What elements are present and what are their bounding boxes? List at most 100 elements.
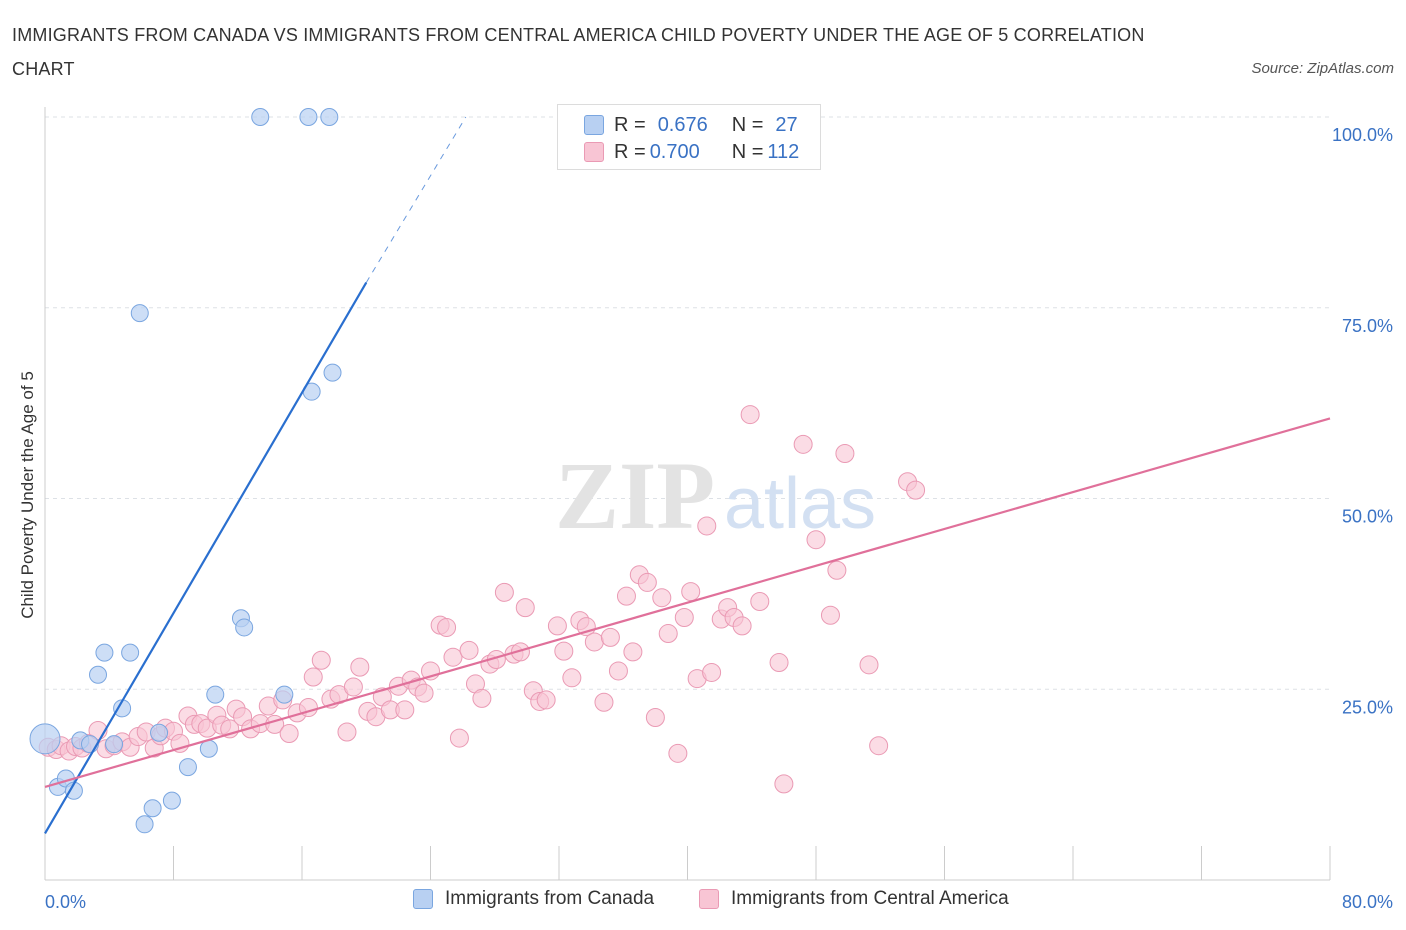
legend-item-central-america[interactable]: Immigrants from Central America: [699, 888, 1009, 910]
y-tick-label: 50.0%: [1342, 507, 1393, 527]
data-point-central-america: [637, 572, 657, 592]
trend-line-canada: [44, 282, 368, 835]
trend-lines: [44, 116, 1331, 835]
data-point-central-america: [674, 608, 694, 628]
data-point-canada: [143, 799, 162, 818]
tick-labels: 25.0% 50.0% 75.0% 100.0% 0.0% 80.0%: [45, 125, 1393, 912]
data-point-central-america: [510, 642, 530, 662]
x-tick-label: 0.0%: [45, 892, 86, 912]
data-point-central-america: [774, 774, 794, 794]
n-value: 112: [767, 140, 800, 163]
data-point-central-america: [494, 582, 514, 602]
data-point-central-america: [820, 605, 840, 625]
data-point-central-america: [697, 516, 717, 536]
r-value: 0.676: [657, 113, 708, 136]
data-point-central-america: [869, 736, 889, 756]
n-label: N =: [731, 140, 764, 163]
r-label: R =: [614, 140, 646, 163]
central-america-swatch: [584, 142, 604, 162]
data-point-central-america: [449, 728, 469, 748]
data-point-central-america: [443, 647, 463, 667]
data-point-canada: [323, 363, 342, 382]
legend-item-canada[interactable]: Immigrants from Canada: [413, 888, 654, 910]
data-point-central-america: [750, 592, 770, 612]
data-point-central-america: [681, 582, 701, 602]
data-point-canada: [251, 108, 270, 126]
central-america-swatch: [699, 889, 719, 909]
series-canada: [29, 108, 342, 834]
series-legend: Immigrants from Canada Immigrants from C…: [0, 888, 1406, 916]
data-point-canada: [29, 723, 61, 755]
data-point-central-america: [702, 662, 722, 682]
data-point-central-america: [859, 655, 879, 675]
n-label: N =: [731, 113, 764, 136]
data-point-central-america: [623, 642, 643, 662]
data-point-central-america: [732, 616, 752, 636]
data-point-central-america: [536, 690, 556, 710]
data-point-central-america: [343, 677, 363, 697]
data-point-central-america: [584, 632, 604, 652]
data-point-canada: [320, 108, 339, 126]
data-point-canada: [235, 618, 254, 637]
data-point-central-america: [608, 661, 628, 681]
data-point-central-america: [515, 598, 535, 618]
r-label: R =: [614, 113, 646, 136]
x-tick-label: 80.0%: [1342, 892, 1393, 912]
data-point-central-america: [906, 480, 926, 500]
data-point-central-america: [395, 700, 415, 720]
data-point-canada: [121, 643, 140, 662]
data-point-canada: [206, 685, 225, 704]
data-point-central-america: [350, 657, 370, 677]
y-tick-label: 75.0%: [1342, 316, 1393, 336]
chart-title: IMMIGRANTS FROM CANADA VS IMMIGRANTS FRO…: [12, 25, 1145, 79]
data-point-central-america: [337, 722, 357, 742]
legend-label-canada: Immigrants from Canada: [445, 888, 655, 909]
data-point-central-america: [793, 434, 813, 454]
data-point-central-america: [279, 724, 299, 744]
data-point-central-america: [472, 688, 492, 708]
data-point-central-america: [600, 627, 620, 647]
data-point-central-america: [547, 616, 567, 636]
data-point-central-america: [562, 668, 582, 688]
data-point-canada: [178, 758, 197, 777]
data-point-central-america: [806, 530, 826, 550]
data-point-central-america: [668, 743, 688, 763]
correlation-legend: R = 0.676 N = 27 R = 0.700 N = 112: [557, 104, 821, 170]
data-point-canada: [199, 739, 218, 758]
canada-swatch: [584, 115, 604, 135]
data-point-canada: [105, 735, 124, 754]
r-value: 0.700: [649, 140, 700, 163]
data-point-central-america: [594, 692, 614, 712]
data-point-central-america: [652, 588, 672, 608]
data-point-canada: [89, 665, 108, 684]
data-point-central-america: [658, 624, 678, 644]
data-point-canada: [162, 791, 181, 810]
source-label: Source: ZipAtlas.com: [1251, 60, 1394, 77]
canada-swatch: [413, 889, 433, 909]
data-point-canada: [135, 815, 154, 834]
legend-row-central-america: R = 0.700 N = 112: [584, 139, 799, 165]
data-point-canada: [95, 643, 114, 662]
y-tick-label: 25.0%: [1342, 697, 1393, 717]
data-point-central-america: [835, 443, 855, 463]
data-point-central-america: [437, 617, 457, 637]
data-point-canada: [299, 108, 318, 126]
data-point-central-america: [740, 405, 760, 425]
data-point-central-america: [554, 641, 574, 661]
data-point-central-america: [769, 653, 789, 673]
data-point-central-america: [616, 586, 636, 606]
data-point-canada: [275, 685, 294, 704]
trend-line-central-america: [44, 417, 1331, 788]
data-point-central-america: [827, 560, 847, 580]
data-point-central-america: [414, 683, 434, 703]
watermark-atlas: atlas: [724, 464, 876, 544]
trend-line-canada-extension: [365, 116, 467, 283]
data-point-central-america: [459, 640, 479, 660]
watermark-zip: ZIP: [555, 442, 715, 549]
n-value: 27: [775, 113, 798, 136]
data-point-central-america: [645, 707, 665, 727]
legend-label-central-america: Immigrants from Central America: [731, 888, 1009, 909]
data-point-central-america: [311, 650, 331, 670]
data-point-canada: [150, 723, 169, 742]
